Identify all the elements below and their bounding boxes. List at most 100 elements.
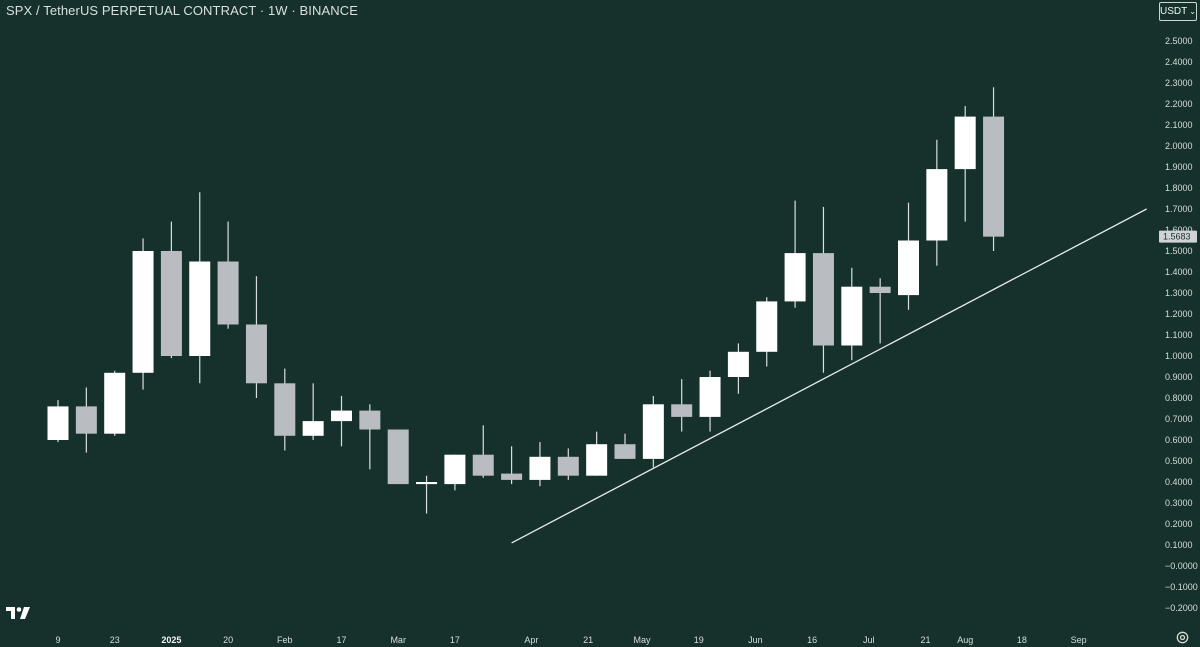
price-tick-label: 2.0000	[1165, 141, 1193, 151]
bull-candle-body	[444, 454, 466, 485]
bear-candle-body	[160, 251, 182, 356]
price-tick-label: 0.1000	[1165, 540, 1193, 550]
candle	[472, 425, 494, 478]
price-tick-label: 2.1000	[1165, 120, 1193, 130]
gear-icon[interactable]	[1176, 631, 1189, 644]
time-tick-label: 20	[223, 635, 233, 645]
bull-candle-body	[47, 406, 69, 440]
bull-candle-body	[416, 482, 438, 485]
time-tick-label: 21	[583, 635, 593, 645]
time-tick-label: Sep	[1071, 635, 1087, 645]
price-tick-label: 1.7000	[1165, 204, 1193, 214]
bull-candle-body	[189, 261, 211, 356]
bull-candle-body	[954, 116, 976, 170]
time-tick-label: Mar	[390, 635, 406, 645]
bear-candle-body	[983, 116, 1005, 237]
bear-candle-body	[274, 383, 296, 436]
candle	[954, 106, 976, 222]
candle	[699, 370, 721, 432]
candle	[926, 139, 948, 266]
price-tick-label: 2.5000	[1165, 36, 1193, 46]
time-tick-label: 9	[55, 635, 60, 645]
price-tick-label: 1.2000	[1165, 309, 1193, 319]
candle	[756, 297, 778, 367]
time-tick-label: 2025	[161, 635, 181, 645]
candle	[501, 446, 523, 485]
time-tick-label: Apr	[524, 635, 538, 645]
candle	[671, 379, 693, 432]
bear-candle-body	[812, 253, 834, 346]
bear-candle-body	[869, 286, 891, 293]
bear-candle-body	[614, 444, 636, 459]
support-trendline[interactable]	[511, 208, 1147, 544]
time-tick-label: Jun	[748, 635, 763, 645]
candle	[586, 431, 608, 476]
candle	[444, 454, 466, 491]
candle	[614, 433, 636, 459]
bull-candle-body	[586, 444, 608, 476]
candle	[841, 267, 863, 361]
candle	[642, 395, 664, 468]
bull-candle-body	[898, 240, 919, 296]
bear-candle-body	[217, 261, 239, 325]
currency-label: USDT	[1160, 6, 1188, 17]
candle	[331, 395, 352, 447]
candle	[160, 221, 182, 359]
time-tick-label: 18	[1017, 635, 1027, 645]
price-tick-label: −0.1000	[1165, 582, 1198, 592]
price-tick-label: 0.9000	[1165, 372, 1193, 382]
chevron-down-icon: ⌄	[1189, 6, 1196, 16]
candle	[869, 278, 891, 344]
candle	[104, 370, 126, 436]
bull-candle-body	[756, 301, 778, 352]
price-tick-label: 0.2000	[1165, 519, 1193, 529]
bull-candle-body	[727, 351, 749, 377]
price-tick-label: 0.8000	[1165, 393, 1193, 403]
trendline-layer[interactable]	[511, 208, 1147, 544]
last-price-badge	[1159, 230, 1197, 243]
bull-candle-body	[784, 253, 806, 302]
bear-candle-body	[472, 454, 494, 476]
bear-candle-body	[75, 406, 97, 434]
candle	[529, 442, 551, 487]
currency-select-button[interactable]: USDT ⌄	[1159, 2, 1197, 21]
bear-candle-body	[671, 404, 693, 417]
bull-candle-body	[841, 286, 863, 346]
bull-candle-body	[926, 169, 948, 241]
time-tick-label: 21	[921, 635, 931, 645]
time-tick-label: 17	[336, 635, 346, 645]
tradingview-logo-icon[interactable]	[5, 605, 31, 621]
candle	[557, 448, 579, 480]
candle	[416, 475, 438, 514]
candle	[132, 238, 154, 390]
bull-candle-body	[529, 456, 551, 480]
candle	[727, 343, 749, 394]
price-tick-label: −0.0000	[1165, 561, 1198, 571]
bull-candle-body	[331, 410, 352, 422]
price-tick-label: 1.3000	[1165, 288, 1193, 298]
price-axis[interactable]: 2.5000 2.4000 2.3000 2.2000 2.1000 2.0000 1.90…	[1165, 36, 1198, 613]
time-tick-label: Jul	[863, 635, 875, 645]
last-price-text: 1.5683	[1163, 232, 1191, 242]
time-tick-label: 17	[450, 635, 460, 645]
price-tick-label: 0.5000	[1165, 456, 1193, 466]
bear-candle-body	[557, 456, 579, 476]
candle	[812, 206, 834, 373]
candle	[217, 221, 239, 329]
candle	[359, 404, 381, 470]
bull-candle-body	[699, 377, 721, 417]
price-tick-label: 0.7000	[1165, 414, 1193, 424]
time-tick-label: 23	[110, 635, 120, 645]
last-price-label: 1.5683	[1159, 230, 1197, 243]
price-tick-label: 1.9000	[1165, 162, 1193, 172]
price-tick-label: 1.1000	[1165, 330, 1193, 340]
time-tick-label: May	[634, 635, 652, 645]
bull-candle-body	[302, 421, 324, 436]
bull-candle-body	[104, 372, 126, 434]
time-axis[interactable]: 9 23 2025 20 Feb 17 Mar 17 Apr 21 May 19 Jun 16 Jul 21 A…	[55, 635, 1086, 645]
bear-candle-body	[501, 473, 523, 480]
bear-candle-body	[359, 410, 381, 430]
price-tick-label: 0.4000	[1165, 477, 1193, 487]
candle	[47, 400, 69, 443]
